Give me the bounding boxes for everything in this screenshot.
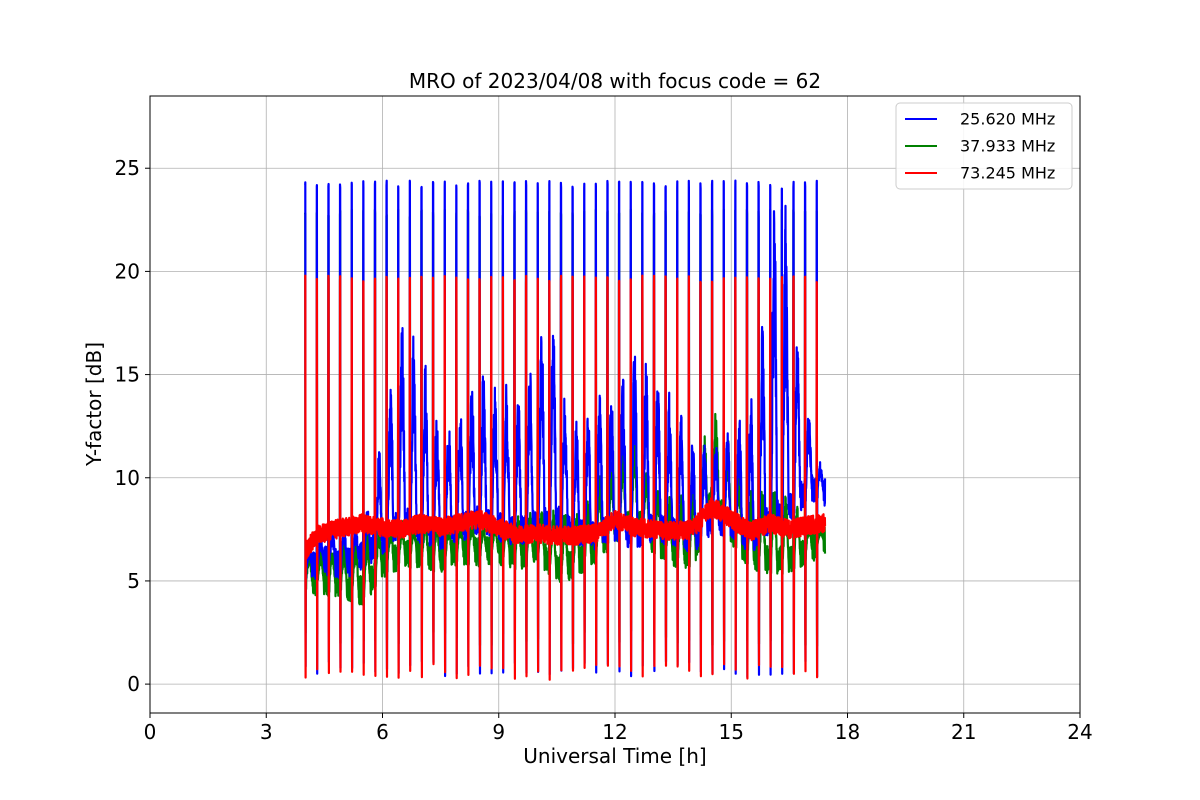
- x-tick-label: 6: [376, 720, 389, 744]
- series-25-620: [304, 179, 827, 679]
- series-line: [304, 179, 827, 679]
- x-tick-label: 9: [492, 720, 505, 744]
- y-tick-label: 15: [115, 363, 140, 387]
- legend-label-25-620: 25.620 MHz: [960, 110, 1055, 129]
- y-tick-label: 10: [115, 466, 140, 490]
- legend-frame: [895, 102, 1073, 190]
- y-tick-label: 5: [127, 569, 140, 593]
- legend-label-37-933: 37.933 MHz: [960, 137, 1055, 156]
- y-axis-label: Y-factor [dB]: [82, 342, 106, 467]
- x-tick-label: 21: [951, 720, 976, 744]
- x-tick-label: 0: [144, 720, 157, 744]
- x-tick-label: 24: [1067, 720, 1092, 744]
- y-tick-label: 0: [127, 672, 140, 696]
- series-layer: [303, 179, 827, 681]
- y-tick-label: 25: [115, 156, 140, 180]
- x-tick-label: 12: [602, 720, 627, 744]
- legend-label-73-245: 73.245 MHz: [960, 164, 1055, 183]
- series-73-245: [304, 274, 827, 681]
- x-tick-label: 15: [719, 720, 744, 744]
- axis-ticks: 0 3 6 9 12 15 18 21 24 0 5 10 15 20 25: [115, 156, 1093, 744]
- chart-title: MRO of 2023/04/08 with focus code = 62: [409, 69, 821, 93]
- series-line: [304, 274, 827, 681]
- x-tick-label: 3: [260, 720, 273, 744]
- x-tick-label: 18: [835, 720, 860, 744]
- y-tick-label: 20: [115, 259, 140, 283]
- x-axis-label: Universal Time [h]: [523, 744, 706, 768]
- legend: 25.620 MHz 37.933 MHz 73.245 MHz: [895, 102, 1073, 190]
